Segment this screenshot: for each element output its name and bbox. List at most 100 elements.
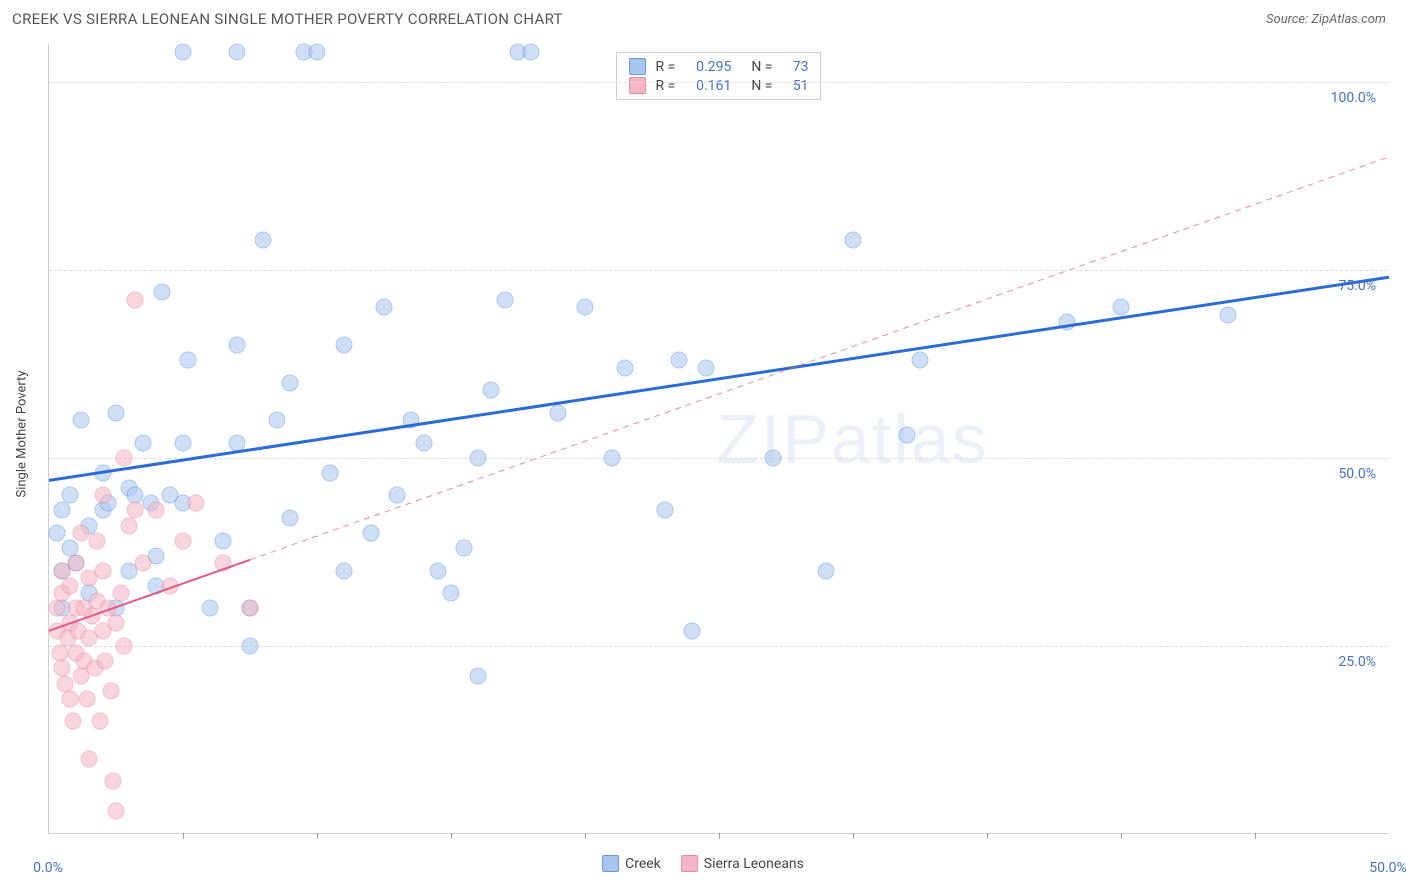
scatter-point: [126, 291, 143, 308]
scatter-point: [94, 464, 111, 481]
scatter-point: [91, 713, 108, 730]
scatter-point: [416, 434, 433, 451]
x-tick-mark: [719, 833, 720, 839]
legend-correlation-box: R =0.295N =73R =0.161N =51: [616, 52, 822, 100]
x-tick-mark: [317, 833, 318, 839]
scatter-point: [175, 434, 192, 451]
scatter-point: [764, 449, 781, 466]
scatter-point: [175, 43, 192, 60]
scatter-point: [62, 487, 79, 504]
scatter-point: [121, 517, 138, 534]
scatter-point: [148, 502, 165, 519]
chart-source: Source: ZipAtlas.com: [1266, 12, 1386, 27]
scatter-point: [126, 502, 143, 519]
scatter-point: [469, 668, 486, 685]
legend-r-value: 0.161: [685, 78, 731, 94]
scatter-point: [54, 502, 71, 519]
legend-series-item: Sierra Leoneans: [681, 855, 804, 872]
x-tick-mark: [987, 833, 988, 839]
plot-area: ZIPatlas R =0.295N =73R =0.161N =51 25.0…: [48, 44, 1388, 834]
x-tick-mark: [451, 833, 452, 839]
grid-line-horizontal: [49, 270, 1388, 271]
scatter-point: [376, 299, 393, 316]
legend-n-label: N =: [751, 59, 772, 75]
legend-series-name: Sierra Leoneans: [704, 856, 804, 872]
scatter-point: [1113, 299, 1130, 316]
grid-line-horizontal: [49, 458, 1388, 459]
scatter-point: [153, 284, 170, 301]
scatter-point: [102, 683, 119, 700]
legend-series: CreekSierra Leoneans: [602, 855, 804, 872]
scatter-point: [215, 532, 232, 549]
legend-n-value: 73: [782, 59, 808, 75]
scatter-point: [898, 427, 915, 444]
scatter-point: [81, 750, 98, 767]
scatter-point: [62, 690, 79, 707]
y-tick-label: 25.0%: [1338, 654, 1376, 670]
scatter-point: [78, 690, 95, 707]
scatter-point: [335, 336, 352, 353]
x-tick-mark: [1121, 833, 1122, 839]
scatter-point: [523, 43, 540, 60]
scatter-point: [228, 43, 245, 60]
scatter-point: [113, 585, 130, 602]
scatter-point: [818, 562, 835, 579]
scatter-point: [228, 434, 245, 451]
scatter-point: [94, 487, 111, 504]
scatter-point: [105, 773, 122, 790]
scatter-point: [83, 607, 100, 624]
scatter-point: [242, 600, 259, 617]
x-tick-mark: [853, 833, 854, 839]
scatter-point: [282, 510, 299, 527]
scatter-point: [322, 464, 339, 481]
y-tick-label: 75.0%: [1338, 278, 1376, 294]
scatter-point: [188, 494, 205, 511]
x-tick-mark: [585, 833, 586, 839]
scatter-point: [282, 374, 299, 391]
scatter-point: [389, 487, 406, 504]
scatter-point: [67, 555, 84, 572]
scatter-point: [242, 637, 259, 654]
watermark-text: ZIPatlas: [716, 399, 989, 479]
scatter-point: [483, 382, 500, 399]
scatter-point: [1220, 306, 1237, 323]
scatter-point: [456, 540, 473, 557]
scatter-point: [657, 502, 674, 519]
trend-lines-layer: [49, 44, 1389, 834]
scatter-point: [443, 585, 460, 602]
trend-line-dashed: [250, 157, 1389, 560]
x-tick-mark: [183, 833, 184, 839]
scatter-point: [116, 449, 133, 466]
scatter-point: [912, 352, 929, 369]
legend-r-label: R =: [656, 59, 676, 75]
scatter-point: [617, 359, 634, 376]
scatter-point: [89, 532, 106, 549]
legend-correlation-row: R =0.295N =73: [629, 57, 809, 76]
legend-n-label: N =: [751, 78, 772, 94]
y-tick-label: 50.0%: [1338, 466, 1376, 482]
scatter-point: [49, 525, 66, 542]
scatter-point: [108, 803, 125, 820]
scatter-point: [845, 231, 862, 248]
scatter-point: [215, 555, 232, 572]
scatter-point: [180, 352, 197, 369]
scatter-point: [550, 404, 567, 421]
scatter-point: [134, 555, 151, 572]
scatter-point: [62, 577, 79, 594]
scatter-point: [134, 434, 151, 451]
x-tick-label: 50.0%: [1369, 860, 1406, 876]
y-tick-label: 100.0%: [1331, 90, 1376, 106]
trend-line-solid: [49, 277, 1389, 480]
scatter-point: [670, 352, 687, 369]
scatter-point: [469, 449, 486, 466]
legend-swatch: [681, 855, 698, 872]
scatter-point: [108, 615, 125, 632]
grid-line-horizontal: [49, 82, 1388, 83]
legend-correlation-row: R =0.161N =51: [629, 76, 809, 95]
legend-swatch: [629, 58, 646, 75]
scatter-point: [201, 600, 218, 617]
y-axis-label: Single Mother Poverty: [15, 370, 30, 497]
scatter-point: [228, 336, 245, 353]
legend-r-label: R =: [656, 78, 676, 94]
scatter-point: [268, 412, 285, 429]
